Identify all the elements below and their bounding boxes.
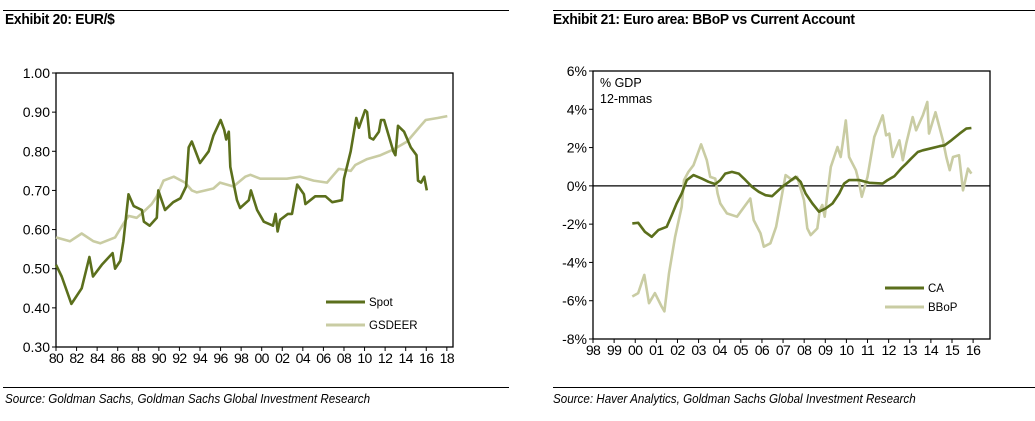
legend-label-spot: Spot: [369, 297, 393, 309]
plot-frame: [55, 72, 454, 348]
x-tick-label: 84: [90, 350, 105, 366]
y-tick-label: -6%: [562, 293, 587, 309]
x-tick-label: 05: [734, 342, 749, 358]
x-tick-label: 04: [296, 350, 311, 366]
x-tick-label: 14: [924, 342, 939, 358]
x-tick-label: 09: [818, 342, 833, 358]
x-tick-label: 86: [111, 350, 126, 366]
x-tick-label: 15: [945, 342, 960, 358]
y-tick-label: 0%: [567, 178, 587, 194]
x-tick-label: 03: [691, 342, 706, 358]
x-tick-label: 08: [797, 342, 812, 358]
x-tick-label: 16: [966, 342, 981, 358]
x-tick-label: 18: [440, 350, 455, 366]
top-rule-left: [3, 10, 509, 11]
x-tick-label: 06: [755, 342, 770, 358]
x-tick-label: 90: [152, 350, 167, 366]
y-tick-label: 0.40: [23, 300, 50, 316]
x-tick-label: 99: [607, 342, 622, 358]
y-tick-label: 6%: [567, 63, 587, 79]
series-spot-line: [54, 108, 429, 306]
x-tick-label: 82: [69, 350, 84, 366]
legend-label-gsdeer: GSDEER: [369, 320, 418, 332]
x-tick-label: 00: [628, 342, 643, 358]
source-left: Source: Goldman Sachs, Goldman Sachs Glo…: [5, 392, 371, 406]
y-tick-label: 0.50: [23, 261, 50, 277]
series-ca-line: [632, 126, 972, 239]
x-tick-label: 96: [213, 350, 228, 366]
x-tick-label: 12: [378, 350, 393, 366]
bottom-rule-left: [3, 387, 509, 388]
x-tick-label: 98: [586, 342, 601, 358]
plot-frame: [592, 70, 991, 340]
chart-title-right: Exhibit 21: Euro area: BBoP vs Current A…: [553, 11, 855, 28]
y-tick-label: 0.90: [23, 104, 50, 120]
series-bbop-line: [631, 100, 973, 313]
x-tick-label: 10: [357, 350, 372, 366]
x-tick-label: 80: [49, 350, 64, 366]
x-tick-label: 11: [861, 342, 875, 358]
legend-label-bbop: BBoP: [928, 302, 958, 314]
annotation-text: 12-mmas: [600, 92, 652, 106]
top-rule-right: [553, 10, 1035, 11]
chart-title-left: Exhibit 20: EUR/$: [5, 11, 115, 28]
x-tick-label: 94: [193, 350, 208, 366]
source-right: Source: Haver Analytics, Goldman Sachs G…: [553, 392, 916, 406]
x-tick-label: 08: [337, 350, 352, 366]
x-tick-label: 92: [172, 350, 187, 366]
x-tick-label: 10: [839, 342, 854, 358]
x-tick-label: 98: [234, 350, 249, 366]
x-tick-label: 14: [399, 350, 414, 366]
chart-1: 0.30 0.40 0.50 0.60 0.70 0.80 0.90 1.00 80 82 84 86…: [23, 65, 456, 366]
y-tick-label: 0.30: [23, 339, 50, 355]
x-tick-label: 16: [419, 350, 434, 366]
x-tick-label: 02: [275, 350, 290, 366]
x-tick-label: 07: [776, 342, 791, 358]
y-tick-label: 0.70: [23, 182, 50, 198]
y-tick-label: 0.80: [23, 143, 50, 159]
y-tick-label: 1.00: [23, 65, 50, 81]
x-tick-label: 02: [670, 342, 685, 358]
x-tick-label: 06: [316, 350, 331, 366]
y-tick-label: -8%: [562, 331, 587, 347]
y-tick-label: 0.60: [23, 222, 50, 238]
y-tick-label: -2%: [562, 216, 587, 232]
x-tick-label: 00: [255, 350, 270, 366]
x-tick-label: 12: [881, 342, 896, 358]
x-tick-label: 01: [649, 342, 664, 358]
y-tick-label: 4%: [567, 101, 587, 117]
x-tick-label: 88: [131, 350, 146, 366]
x-tick-label: 04: [713, 342, 728, 358]
y-tick-label: 2%: [567, 140, 587, 156]
legend-label-ca: CA: [928, 283, 944, 295]
chart-2: -8% -6% -4% -2% 0% 2% 4% 6% 98 99 00 01 02 03 04 05 06 07…: [562, 63, 991, 358]
x-tick-label: 13: [903, 342, 918, 358]
y-tick-label: -4%: [562, 254, 587, 270]
annotation-text: % GDP: [600, 76, 642, 90]
bottom-rule-right: [553, 387, 1035, 388]
